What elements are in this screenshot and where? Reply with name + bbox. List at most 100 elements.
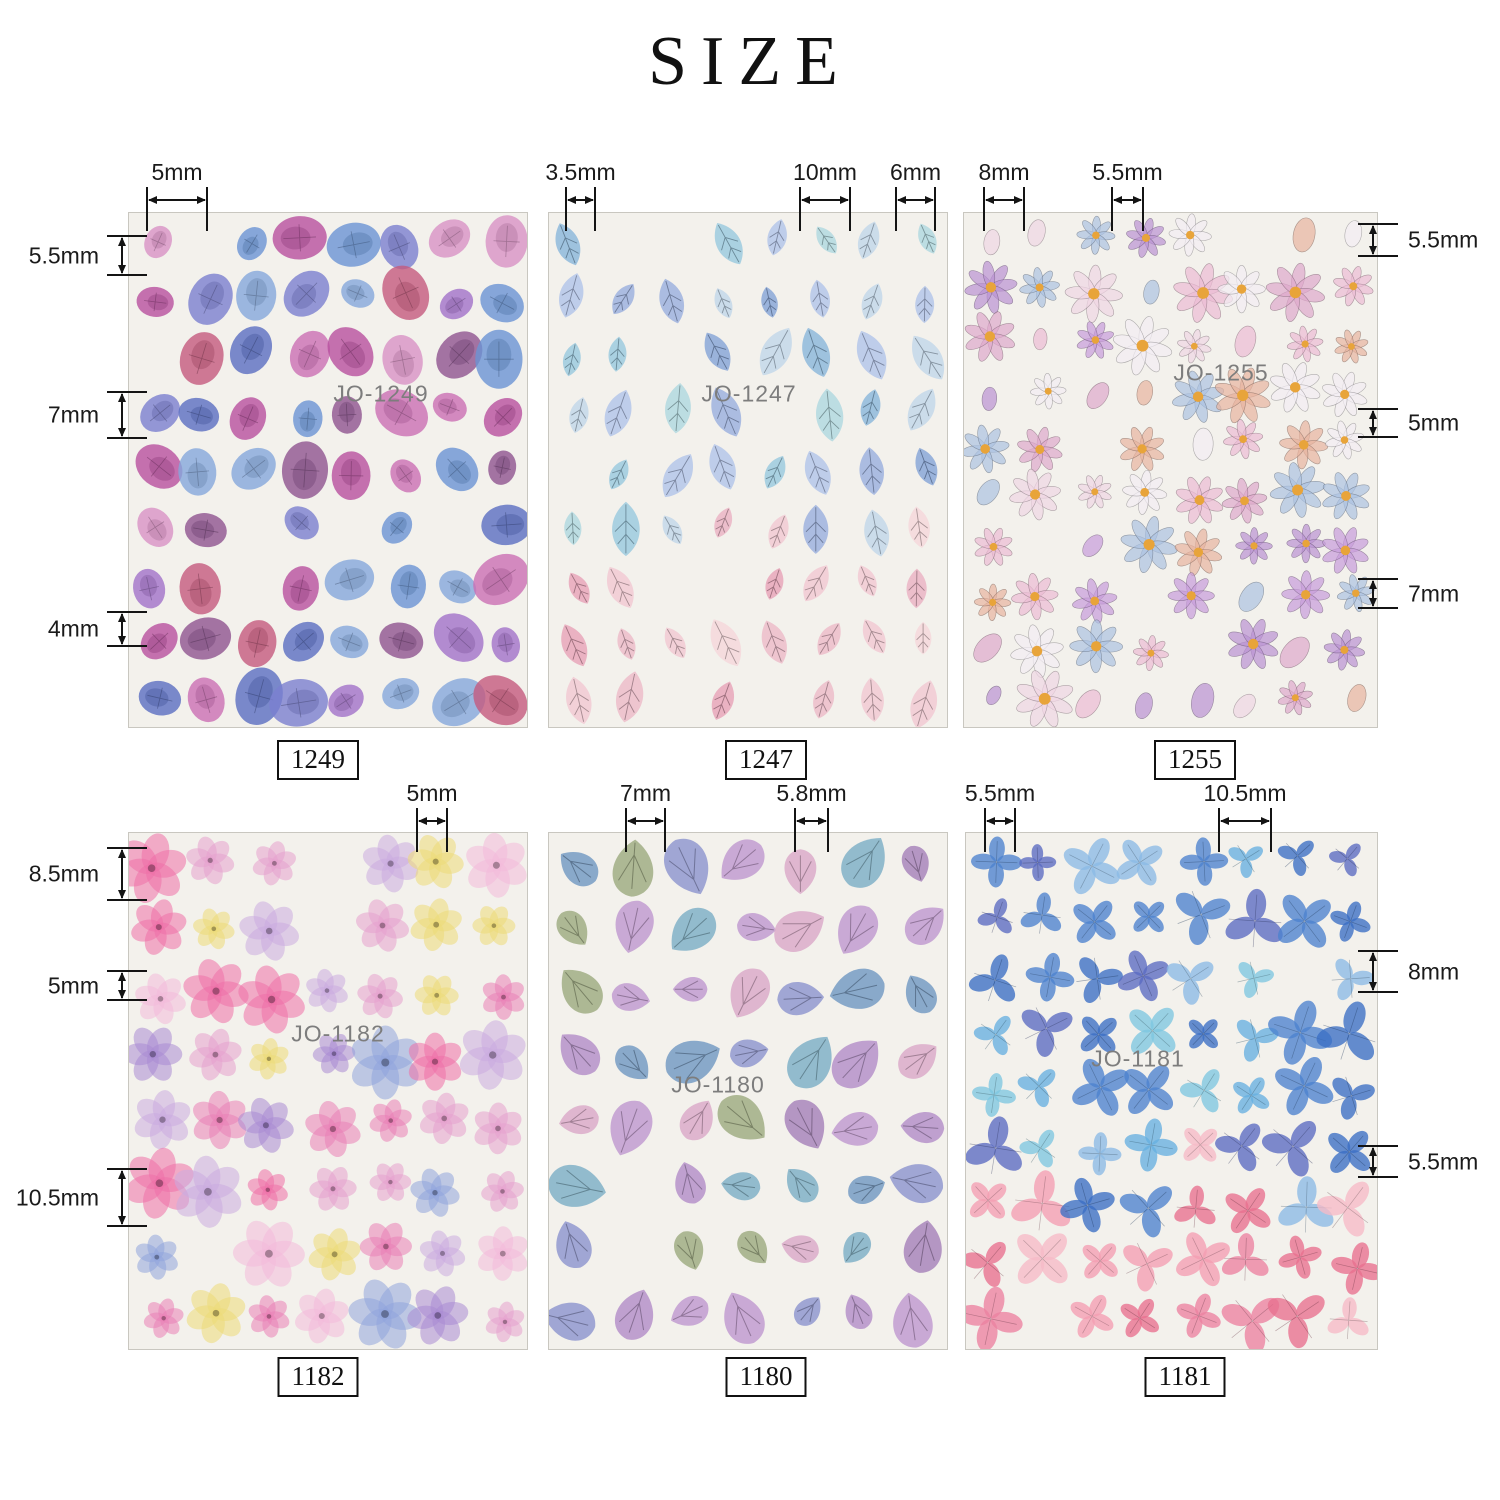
dimension-label: 5mm	[1408, 409, 1460, 436]
dimension-tick	[107, 645, 147, 647]
sheet-artwork-1180	[549, 838, 945, 1348]
dimension-tick	[107, 1225, 147, 1227]
dimension-label: 7mm	[619, 780, 672, 806]
sheet-code-1181: JO-1181	[1091, 1045, 1185, 1072]
sticker-sheet-1247: JO-1247	[548, 212, 948, 728]
double-arrow-icon	[118, 972, 126, 999]
sheet-label-1182: 1182	[277, 1357, 359, 1398]
sticker-sheet-1249: JO-1249	[128, 212, 528, 728]
sheet-code-1247: JO-1247	[701, 380, 797, 407]
double-arrow-icon	[118, 237, 126, 274]
dimension-1181-right-5-5mm: 5.5mm	[1358, 1145, 1478, 1178]
dimension-tick	[1218, 808, 1220, 852]
dimension-tick	[107, 999, 147, 1001]
dimension-label: 5.5mm	[1092, 159, 1163, 185]
dimension-tick	[1358, 1145, 1398, 1147]
dimension-label: 5.5mm	[1408, 1148, 1479, 1174]
dimension-1247-top-6mm: 6mm	[890, 159, 941, 231]
dimension-label: 5.5mm	[28, 242, 99, 268]
double-arrow-icon	[118, 613, 126, 645]
dimension-tick	[1358, 436, 1398, 438]
sheet-artwork-1249	[133, 215, 527, 727]
double-arrow-icon	[1369, 225, 1377, 255]
sheet-label-1180: 1180	[725, 1357, 807, 1398]
dimension-label: 4mm	[47, 615, 99, 642]
dimension-tick	[1358, 578, 1398, 580]
double-arrow-icon	[627, 817, 664, 825]
dimension-tick	[594, 187, 596, 231]
dimension-tick	[107, 391, 147, 393]
double-arrow-icon	[1369, 952, 1377, 991]
dimension-tick	[895, 187, 897, 231]
sheet-code-1249: JO-1249	[333, 380, 429, 407]
dimension-tick	[446, 808, 448, 852]
dimension-tick	[107, 847, 147, 849]
dimension-label: 10.5mm	[15, 1184, 99, 1210]
dimension-tick	[799, 187, 801, 231]
double-arrow-icon	[1113, 196, 1142, 204]
dimension-1255-right-5-5mm: 5.5mm	[1358, 223, 1478, 257]
dimension-1249-top-5mm: 5mm	[146, 159, 208, 231]
dimension-label: 7mm	[47, 401, 99, 428]
dimension-1247-top-3-5mm: 3.5mm	[545, 159, 616, 231]
sheet-code-1182: JO-1182	[291, 1020, 385, 1047]
dimension-tick	[1111, 187, 1113, 231]
dimension-tick	[664, 808, 666, 852]
dimension-1182-left-8-5mm: 8.5mm	[29, 847, 147, 901]
sheet-artwork-1247	[555, 219, 945, 727]
dimension-label: 8mm	[1408, 958, 1460, 984]
dimension-tick	[827, 808, 829, 852]
dimension-tick	[1358, 991, 1398, 993]
dimension-tick	[1014, 808, 1016, 852]
double-arrow-icon	[1369, 1147, 1377, 1176]
dimension-label: 5mm	[151, 159, 203, 185]
dimension-label: 8.5mm	[28, 860, 99, 887]
dimension-1181-top-5-5mm: 5.5mm	[965, 780, 1035, 852]
dimension-1255-right-7mm: 7mm	[1358, 578, 1459, 609]
dimension-tick	[849, 187, 851, 231]
dimension-1181-top-10-5mm: 10.5mm	[1203, 780, 1287, 852]
sheet-label-1247: 1247	[725, 740, 807, 781]
sheet-artwork-1182	[129, 833, 527, 1349]
double-arrow-icon	[1369, 410, 1377, 436]
double-arrow-icon	[801, 196, 849, 204]
double-arrow-icon	[897, 196, 934, 204]
double-arrow-icon	[986, 817, 1014, 825]
dimension-1180-top-5-8mm: 5.8mm	[776, 780, 847, 852]
dimension-tick	[1358, 255, 1398, 257]
dimension-label: 5.5mm	[1408, 226, 1479, 253]
dimension-tick	[1358, 408, 1398, 410]
dimension-label: 10.5mm	[1203, 780, 1287, 806]
dimension-tick	[206, 187, 208, 231]
dimension-tick	[794, 808, 796, 852]
dimension-tick	[146, 187, 148, 231]
sheet-artwork-1255	[964, 213, 1375, 727]
dimension-tick	[416, 808, 418, 852]
sheet-label-1249: 1249	[277, 740, 359, 781]
dimension-tick	[107, 437, 147, 439]
dimension-1182-left-10-5mm: 10.5mm	[16, 1168, 147, 1227]
double-arrow-icon	[118, 849, 126, 899]
sticker-sheet-1255: JO-1255	[963, 212, 1378, 728]
dimension-tick	[107, 1168, 147, 1170]
dimension-1255-right-5mm: 5mm	[1358, 408, 1459, 438]
dimension-label: 5.8mm	[776, 780, 847, 806]
double-arrow-icon	[418, 817, 446, 825]
sticker-sheet-1180: JO-1180	[548, 832, 948, 1350]
double-arrow-icon	[1369, 580, 1377, 607]
sticker-sheet-1181: JO-1181	[965, 832, 1378, 1350]
dimension-1181-right-8mm: 8mm	[1358, 950, 1459, 993]
dimension-tick	[625, 808, 627, 852]
dimension-tick	[107, 611, 147, 613]
sheet-label-1255: 1255	[1154, 740, 1236, 781]
dimension-tick	[107, 899, 147, 901]
sheet-label-1181: 1181	[1144, 1357, 1226, 1398]
dimension-tick	[107, 235, 147, 237]
sheet-code-1255: JO-1255	[1173, 359, 1269, 386]
double-arrow-icon	[118, 393, 126, 437]
dimension-tick	[1270, 808, 1272, 852]
dimension-tick	[1142, 187, 1144, 231]
dimension-label: 5mm	[406, 780, 458, 806]
dimension-label: 6mm	[889, 159, 942, 185]
sheet-code-1180: JO-1180	[671, 1071, 765, 1098]
